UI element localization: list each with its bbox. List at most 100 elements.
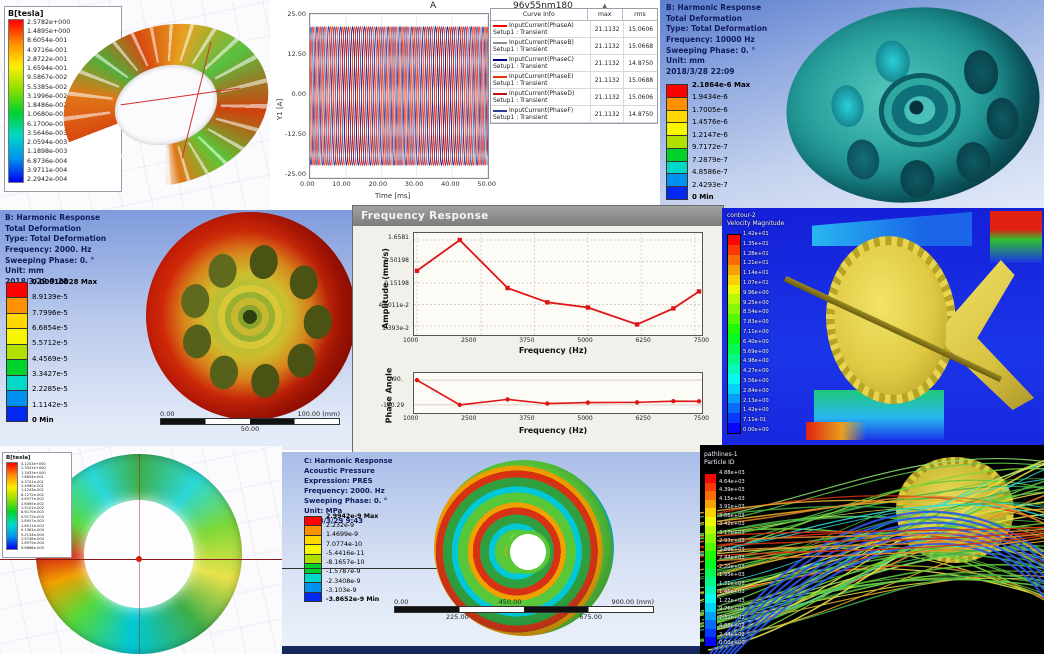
curve-max: 21.1132 [589, 89, 624, 105]
colorbar-segment [705, 577, 716, 586]
colorbar-segment [667, 148, 687, 162]
curve-name: InputCurrent(PhaseD) [509, 90, 575, 97]
flux-legend-value: 1.4895e+000 [27, 28, 71, 36]
header-curve-info: Curve Info [522, 11, 555, 18]
colorbar-segment [7, 391, 27, 407]
colorbar-segment [705, 585, 716, 595]
wheel-hole [828, 83, 867, 130]
colorbar-segment [728, 413, 740, 424]
collapse-icon[interactable]: ▲ [602, 2, 608, 10]
colorbar-segment [705, 482, 716, 492]
curve-name: InputCurrent(PhaseC) [509, 56, 574, 63]
colorbar-segment [667, 110, 687, 124]
colorbar-segment [705, 491, 716, 500]
panel-frequency-response: Frequency Response Amplitude (mm/s) 1.65… [352, 205, 724, 455]
colorbar-segment [7, 360, 27, 376]
curve-setup: Setup1 : Transient [493, 29, 548, 36]
streamline [700, 528, 1044, 543]
scale-sub-right: 675.00 [579, 613, 602, 621]
header-rms: rms [621, 9, 657, 20]
pathlines-legend-title: pathlines-1 Particle ID [704, 451, 738, 466]
header-max: max [586, 9, 622, 20]
curve-table-row[interactable]: InputCurrent(PhaseB) Setup1 : Transient 2… [491, 38, 657, 55]
contour-colorbar [727, 234, 741, 434]
curve-table-row[interactable]: InputCurrent(PhaseF) Setup1 : Transient 2… [491, 106, 657, 123]
flux-legend-values: 2.5782e+000 1.4895e+000 8.6054e-001 4.9716e… [27, 19, 70, 183]
curve-table-row[interactable]: InputCurrent(PhaseD) Setup1 : Transient 2… [491, 89, 657, 106]
flux-legend-value: 3.9711e-004 [27, 166, 68, 174]
curve-table-row[interactable]: InputCurrent(PhaseA) Setup1 : Transient 2… [491, 21, 657, 38]
streamline [700, 469, 1044, 631]
analysis-info: B: Harmonic Response Total Deformation Typ… [666, 3, 768, 76]
flux-legend-value: 3.1996e-002 [27, 92, 68, 100]
curve-max: 21.1132 [589, 55, 624, 71]
phase-axis-label: Phase Angle [384, 367, 394, 424]
streamline [700, 534, 1044, 558]
curve-setup: Setup1 : Transient [493, 97, 548, 104]
colorbar-segment [705, 628, 716, 638]
colorbar-segment [667, 161, 687, 175]
wheel-hole [288, 263, 320, 301]
streamline [700, 501, 1044, 602]
deformation-legend: 0.00010028 Max 8.9139e-5 7.7996e-5 6.6854e-… [6, 278, 97, 424]
scale-bar-graphic [160, 418, 340, 425]
streamline [700, 536, 1044, 563]
streamline [700, 526, 1044, 538]
y-tick-labels: 25.00 12.50 0.00 -12.50 -25.00 [285, 10, 306, 178]
colorbar-segment [305, 554, 321, 565]
flux-legend-value: 1.1898e-003 [27, 148, 68, 156]
scale-right: 100.00 (mm) [297, 410, 340, 418]
scale-center: 50.00 [240, 425, 260, 433]
disc-hub-hole [506, 530, 550, 574]
flux-legend-value: 4.9716e-001 [27, 46, 68, 54]
colorbar-segment [7, 375, 27, 392]
flux-legend-value: 2.2942e-004 [27, 175, 68, 183]
scale-right: 900.00 (mm) [611, 598, 654, 606]
streamline [704, 502, 1044, 554]
colorbar-segment [305, 526, 321, 536]
flux-legend-bottom: B[tesla] 4.1253e+000 2.3541e+000 1.3433e+0… [2, 452, 72, 558]
streamline [725, 532, 1044, 654]
streamlines [700, 457, 1044, 654]
wheel-teal [773, 0, 1044, 208]
wheel-hub [214, 281, 286, 353]
streamline [700, 480, 1044, 643]
plot-area [309, 13, 489, 179]
colorbar-segment [705, 534, 716, 543]
flux-legend-value: 2.0594e-003 [27, 139, 68, 147]
colorbar-segment [705, 516, 716, 526]
curve-rms: 14.8750 [623, 55, 657, 71]
streamline [700, 485, 1044, 626]
curve-table-row[interactable]: InputCurrent(PhaseE) Setup1 : Transient 2… [491, 72, 657, 89]
colorbar-segment [728, 244, 740, 255]
curve-rms: 15.0668 [623, 38, 657, 54]
crosshair-vertical [139, 454, 140, 654]
flux-colorbar [8, 19, 24, 183]
scale-bar-graphic [394, 606, 654, 613]
colorbar-segment [728, 264, 740, 275]
scale-sub-left: 225.00 [446, 613, 469, 621]
flux-legend-value: 2.5782e+000 [27, 19, 71, 26]
x-tick-labels: 0.00 10.00 20.00 30.00 40.00 50.00 [300, 180, 496, 188]
colorbar-segment [728, 334, 740, 344]
curve-table-row[interactable]: InputCurrent(PhaseC) Setup1 : Transient 2… [491, 55, 657, 72]
curve-swatch [493, 41, 507, 44]
hub-hole [908, 99, 925, 116]
curve-swatch [493, 109, 507, 112]
velocity-patch-red-2 [806, 422, 866, 440]
curve-swatch [493, 58, 507, 61]
panel-cfd-velocity: contour-2 Velocity Magnitude 1.42e+01 1.35… [722, 208, 1044, 445]
wheel-hole [285, 342, 318, 379]
panel-pathlines: pathlines-1 Particle ID 4.88e+03 4.64e+03 4… [700, 445, 1044, 654]
colorbar-segment [728, 353, 740, 364]
colorbar-segment [705, 551, 716, 560]
streamline [707, 463, 1044, 651]
curve-max: 21.1132 [589, 72, 624, 88]
amplitude-x-label: Frequency (Hz) [518, 346, 588, 355]
colorbar-segment [728, 393, 740, 404]
wheel-hole [302, 303, 334, 341]
window-titlebar[interactable]: Frequency Response [353, 206, 723, 226]
wheel-hole [844, 137, 882, 182]
colorbar-segment [705, 499, 716, 509]
scale-center: 450.00 [498, 598, 522, 606]
